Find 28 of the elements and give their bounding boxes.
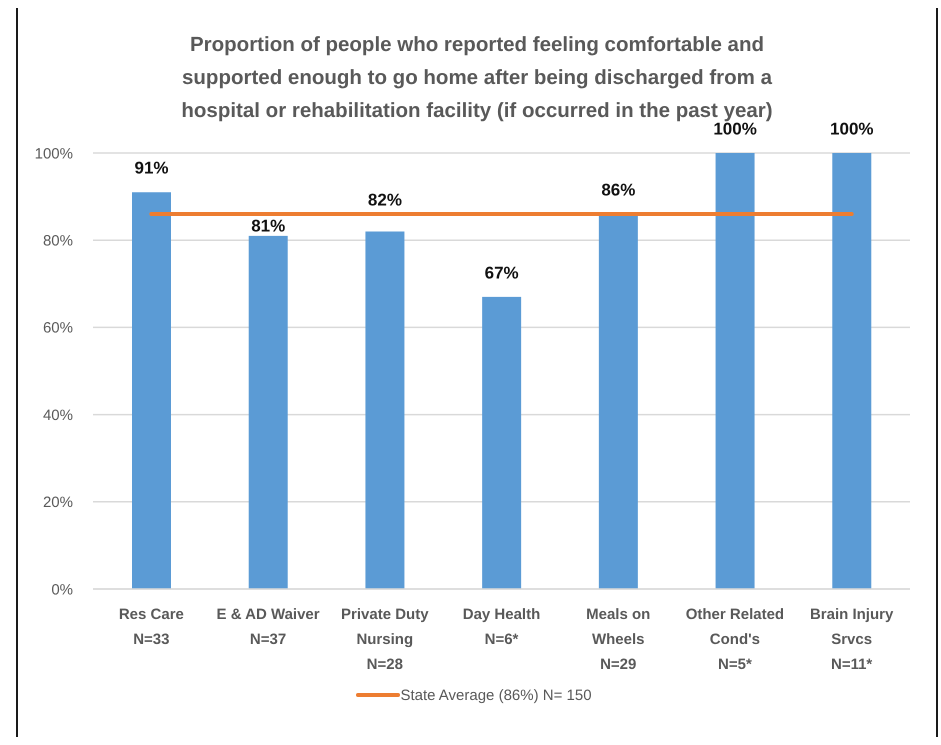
y-tick-label: 40% [42, 406, 73, 424]
data-label: 81% [251, 216, 286, 236]
y-tick-label: 60% [42, 320, 73, 337]
x-tick-label: Other Related Cond's N=5* [686, 606, 784, 673]
bar [716, 153, 755, 589]
x-tick-label: Brain Injury Srvcs N=11* [810, 606, 894, 673]
data-label: 100% [830, 120, 874, 138]
data-label: 82% [368, 190, 402, 210]
bar [132, 192, 171, 589]
x-tick-label: Private Duty Nursing N=28 [341, 606, 430, 673]
data-label: 86% [601, 180, 636, 200]
bar [598, 214, 638, 589]
bar [482, 296, 522, 589]
y-tick-label: 80% [42, 232, 73, 250]
y-tick-label: 20% [42, 494, 73, 512]
chart-title: Proportion of people who reported feeling comfortable and supported enough to go home after being discharged from a hospital or rehabilitation facility (if occurred in the past year) [181, 33, 773, 122]
y-tick-label: 100% [34, 145, 73, 162]
y-tick-label: 0% [51, 581, 73, 598]
x-tick-label: Res Care N=33 [118, 606, 184, 648]
data-label: 67% [484, 263, 519, 282]
bar [248, 236, 288, 589]
data-label: 91% [134, 158, 169, 178]
x-tick-label: Meals on Wheels N=29 [586, 606, 650, 673]
bar [365, 231, 404, 589]
x-tick-label: Day Health N=6* [462, 606, 540, 648]
bar [832, 153, 872, 589]
legend-label: State Average (86%) N= 150 [400, 686, 592, 704]
x-tick-label: E & AD Waiver N=37 [216, 606, 320, 648]
